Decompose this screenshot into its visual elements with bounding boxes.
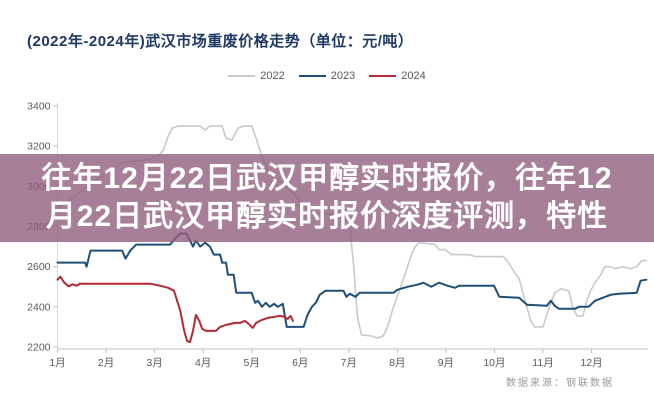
y-tick-label: 2400 (27, 301, 51, 313)
legend-label-2024: 2024 (401, 70, 426, 82)
legend-swatch-2022 (228, 75, 256, 77)
x-tick-label: 11月 (532, 357, 553, 369)
chart-legend: 2022 2023 2024 (0, 70, 654, 82)
x-tick-label: 8月 (389, 357, 405, 369)
series-2022-line (56, 125, 648, 339)
x-tick-label: 6月 (292, 357, 308, 369)
legend-label-2022: 2022 (260, 70, 285, 82)
x-tick-label: 2月 (98, 357, 114, 369)
x-tick-label: 7月 (341, 357, 357, 369)
legend-swatch-2023 (298, 75, 326, 77)
data-source-note: 数据来源：钢联数据 (506, 378, 614, 389)
y-tick-label: 2200 (27, 342, 51, 354)
headline-line-2: 月22日武汉甲醇实时报价深度评测，特性 (45, 200, 609, 233)
legend-swatch-2024 (369, 75, 397, 77)
headline-line-1: 往年12月22日武汉甲醇实时报价，往年12 (41, 162, 613, 195)
x-tick-label: 12月 (580, 357, 602, 369)
y-tick-label: 3400 (27, 101, 51, 113)
legend-item-2022: 2022 (228, 70, 285, 82)
legend-label-2023: 2023 (330, 70, 356, 82)
legend-item-2024: 2024 (369, 70, 426, 82)
legend-item-2023: 2023 (298, 70, 356, 82)
y-tick-label: 3200 (27, 141, 51, 153)
x-tick-label: 5月 (244, 357, 260, 369)
x-tick-label: 9月 (438, 357, 454, 369)
series-2024-line (56, 275, 294, 343)
x-tick-label: 3月 (146, 357, 162, 369)
headline-overlay-band: 往年12月22日武汉甲醇实时报价，往年12 月22日武汉甲醇实时报价深度评测，特… (0, 154, 654, 242)
chart-title: (2022年-2024年)武汉市场重废价格走势（单位：元/吨） (27, 33, 414, 50)
x-tick-label: 10月 (483, 357, 505, 369)
x-tick-label: 1月 (49, 357, 65, 369)
x-tick-label: 4月 (195, 357, 211, 369)
y-tick-label: 2600 (27, 261, 51, 273)
